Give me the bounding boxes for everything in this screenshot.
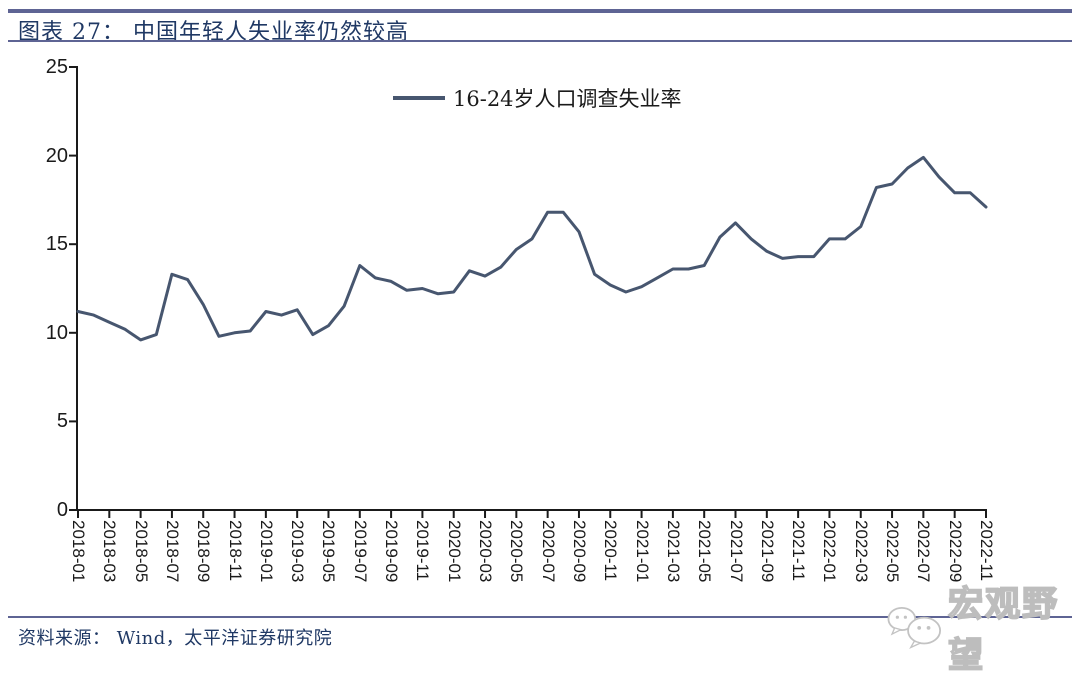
legend-line-marker-icon	[393, 96, 445, 100]
x-axis-tick-label: 2018-09	[194, 520, 214, 583]
x-axis-tick-label: 2019-03	[288, 520, 308, 583]
title-underline-rule	[8, 40, 1072, 42]
x-axis-tick-label: 2021-09	[757, 520, 777, 583]
x-axis-tick-label: 2021-07	[726, 520, 746, 583]
watermark-text: 宏观野望	[947, 584, 1060, 677]
x-axis-tick-label: 2019-01	[256, 520, 276, 583]
source-note: 资料来源： Wind，太平洋证券研究院	[18, 628, 333, 649]
x-axis-tick-label: 2022-11	[976, 520, 996, 582]
x-axis-tick-label: 2021-11	[789, 520, 809, 582]
legend: 16-24岁人口调查失业率	[393, 83, 682, 113]
unemployment-rate-series-line	[76, 155, 988, 342]
x-axis-tick-label: 2019-11	[413, 520, 433, 582]
footer-rule	[8, 616, 1072, 618]
x-axis-tick-label: 2018-03	[100, 520, 120, 583]
x-axis-tick-label: 2022-03	[851, 520, 871, 583]
x-axis-tick-label: 2019-09	[382, 520, 402, 583]
x-axis-tick-label: 2020-07	[538, 520, 558, 583]
x-axis-tick-label: 2022-09	[945, 520, 965, 583]
x-axis-tick-label: 2020-01	[444, 520, 464, 583]
x-axis-tick-label: 2018-11	[225, 520, 245, 582]
x-axis-tick-label: 2022-05	[883, 520, 903, 583]
x-axis-tick-label: 2019-07	[350, 520, 370, 583]
x-axis-tick-label: 2021-03	[663, 520, 683, 583]
x-axis-tick-label: 2018-05	[131, 520, 151, 583]
x-axis-tick-label: 2021-01	[632, 520, 652, 583]
x-axis-tick-label: 2018-01	[69, 520, 88, 583]
x-axis-tick-label: 2019-05	[319, 520, 339, 583]
x-axis-tick-label: 2020-05	[507, 520, 527, 583]
x-axis-tick-label: 2020-09	[569, 520, 589, 583]
y-axis-tick-label: 15	[45, 233, 68, 256]
line-chart-plot	[69, 66, 988, 518]
header-top-rule	[8, 9, 1072, 13]
y-axis-tick-label: 5	[56, 410, 68, 433]
y-axis-tick-label: 20	[45, 144, 68, 167]
x-axis-tick-label: 2022-01	[820, 520, 840, 583]
legend-label: 16-24岁人口调查失业率	[453, 87, 682, 111]
y-axis-tick-label: 25	[45, 56, 68, 78]
x-axis-tick-label: 2022-07	[914, 520, 934, 583]
watermark: 宏观野望	[884, 576, 1080, 678]
wechat-bubbles-icon	[887, 606, 942, 649]
y-axis-tick-label: 0	[56, 499, 68, 521]
x-axis-tick-label: 2020-11	[601, 520, 621, 582]
x-axis-tick-label: 2021-05	[695, 520, 715, 583]
y-axis-tick-label: 10	[45, 321, 68, 344]
x-axis-tick-label: 2018-07	[162, 520, 182, 583]
x-axis-tick-label: 2020-03	[476, 520, 496, 583]
